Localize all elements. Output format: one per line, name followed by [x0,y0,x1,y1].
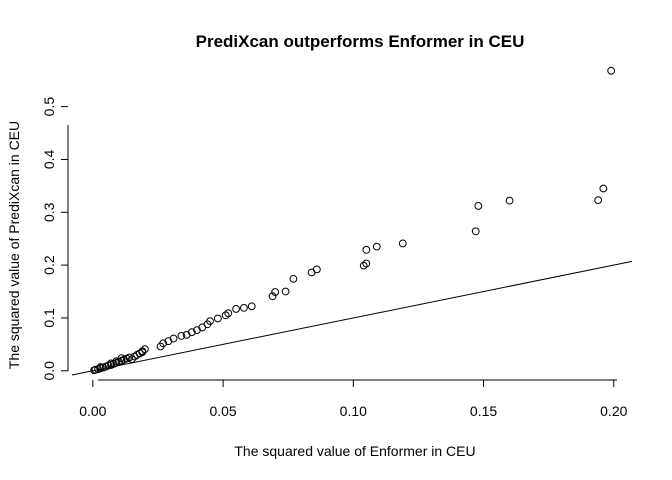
data-point [281,287,290,296]
reference-line [71,260,633,376]
data-point [307,268,316,277]
data-point [128,355,136,364]
x-tick-label: 0.05 [209,403,236,419]
y-axis-ticks: 0.0 0.1 0.2 0.3 0.4 0.5 [41,97,68,381]
data-points [90,66,616,375]
x-tick-label: 0.10 [340,403,367,419]
data-point [607,66,616,75]
data-point [221,311,230,320]
data-point [271,288,280,296]
data-point [594,196,603,205]
data-point [268,292,277,301]
data-point [177,332,186,340]
data-point [471,227,480,236]
y-tick-label: 0.2 [41,255,57,275]
data-point [474,202,483,210]
data-point [372,242,381,251]
y-tick-label: 0.5 [41,97,57,117]
data-point [398,239,407,248]
data-point [240,304,248,312]
y-tick-label: 0.3 [41,202,57,222]
x-axis-ticks: 0.00 0.05 0.10 0.15 0.20 [79,380,628,419]
data-point [164,337,173,346]
data-point [232,305,240,313]
data-point [182,330,191,339]
data-point [90,366,99,375]
data-point [96,363,105,371]
x-tick-label: 0.15 [470,403,497,419]
data-point [362,245,371,254]
chart-title: PrediXcan outperforms Enformer in CEU [196,32,525,51]
data-point [224,309,233,318]
y-tick-label: 0.4 [41,150,57,170]
data-point [112,357,121,366]
data-point [156,342,165,351]
data-point [289,274,298,283]
y-tick-label: 0.0 [41,361,57,381]
y-axis-label: The squared value of PrediXcan in CEU [6,121,22,369]
data-point [505,196,514,205]
x-axis-label: The squared value of Enformer in CEU [234,443,475,459]
data-point [107,359,115,368]
data-point [130,352,139,361]
data-point [359,261,368,270]
data-point [362,259,371,268]
y-tick-label: 0.1 [41,308,57,328]
x-tick-label: 0.00 [79,403,106,419]
data-point [247,302,256,311]
data-point [193,326,201,334]
x-tick-label: 0.20 [600,403,627,419]
data-point [599,184,608,193]
data-point [213,314,222,323]
data-point [138,348,147,357]
